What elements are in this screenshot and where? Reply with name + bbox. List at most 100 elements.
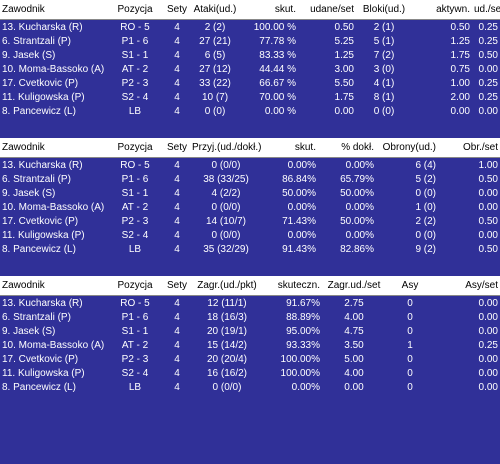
table-cell: 3.50 [344, 339, 364, 351]
table-cell: 1 [407, 339, 413, 351]
table-cell: 1.00 [450, 77, 470, 89]
table-cell: 0.25 [478, 339, 498, 351]
table-header-row: Zawodnik Pozycja Sety Zagr.(ud./pkt) skutecz… [0, 276, 500, 296]
column-header[interactable]: Pozycja [117, 142, 153, 153]
table-gap [0, 118, 500, 138]
column-header[interactable]: skut. [274, 4, 296, 15]
column-header[interactable]: Sety [166, 280, 187, 291]
column-header[interactable]: Sety [166, 4, 187, 15]
table-cell: 0.25 [478, 77, 498, 89]
table-cell: 2.00 [450, 91, 470, 103]
column-header[interactable]: Zagr.(ud./pkt) [197, 280, 257, 291]
table-row[interactable]: 10. Moma-Bassoko (A) AT - 2 4 27 (12) 44.44 … [0, 62, 500, 76]
player-name-cell: 8. Pancewicz (L) [2, 105, 76, 117]
player-name-cell: 10. Moma-Bassoko (A) [2, 63, 105, 75]
table-cell: 8 (1) [373, 91, 395, 103]
table-row[interactable]: 17. Cvetkovic (P) P2 - 3 4 33 (22) 66.67 % 5.… [0, 76, 500, 90]
column-header[interactable]: Obrony(ud.) [382, 142, 436, 153]
column-header[interactable]: Zagr.ud./set [327, 280, 381, 291]
column-header[interactable]: Asy/set [465, 280, 498, 291]
table-cell: 4 [174, 311, 180, 323]
table-cell: 0.00 [478, 105, 498, 117]
table-cell: 5.00 [344, 353, 364, 365]
table-cell: 50.00% [340, 187, 374, 199]
table-row[interactable]: 8. Pancewicz (L) LB 4 0 (0) 0.00 % 0.00 0 (0) 0… [0, 104, 500, 118]
column-header[interactable]: udane/set [310, 4, 354, 15]
table-row[interactable]: 13. Kucharska (R) RO - 5 4 0 (0/0) 0.00% 0.00… [0, 158, 500, 172]
table-row[interactable]: 13. Kucharska (R) RO - 5 4 2 (2) 100.00 % 0.5… [0, 20, 500, 34]
column-header[interactable]: Asy [401, 280, 419, 291]
table-cell: S2 - 4 [121, 367, 149, 379]
table-cell: 0 (0) [204, 105, 226, 117]
table-cell: 95.00% [286, 325, 320, 337]
column-header[interactable]: Zawodnik [2, 142, 45, 153]
column-header[interactable]: aktywn. [436, 4, 470, 15]
table-cell: 4.75 [344, 325, 364, 337]
column-header[interactable]: skut. [294, 142, 316, 153]
table-cell: 0 [407, 311, 413, 323]
table-row[interactable]: 11. Kuligowska (P) S2 - 4 4 10 (7) 70.00 % 1.… [0, 90, 500, 104]
table-row[interactable]: 8. Pancewicz (L) LB 4 0 (0/0) 0.00% 0.00 0 0.00 [0, 380, 500, 394]
table-cell: 3.00 [334, 63, 354, 75]
table-cell: 0.50 [478, 215, 498, 227]
table-cell: 100.00% [280, 353, 320, 365]
table-cell: 0 [407, 325, 413, 337]
column-header[interactable]: Bloki(ud.) [362, 4, 406, 15]
table-cell: 93.33% [286, 339, 320, 351]
stats-table-3: Zawodnik Pozycja Sety Zagr.(ud./pkt) skutecz… [0, 276, 500, 394]
column-header[interactable]: Pozycja [117, 4, 153, 15]
table-cell: 1.25 [450, 35, 470, 47]
player-name-cell: 9. Jasek (S) [2, 325, 56, 337]
table-cell: 4 [174, 201, 180, 213]
table-cell: 83.33 % [259, 49, 296, 61]
table-cell: 6 (5) [204, 49, 226, 61]
column-header[interactable]: Zawodnik [2, 280, 45, 291]
table-cell: 14 (10/7) [205, 215, 247, 227]
table-cell: 0.00% [287, 201, 316, 213]
table-row[interactable]: 11. Kuligowska (P) S2 - 4 4 0 (0/0) 0.00% 0.0… [0, 228, 500, 242]
table-cell: 0.00% [291, 381, 320, 393]
column-header[interactable]: Zawodnik [2, 4, 45, 15]
table-row[interactable]: 9. Jasek (S) S1 - 1 4 4 (2/2) 50.00% 50.00% 0 … [0, 186, 500, 200]
column-header[interactable]: Ataki(ud.) [193, 4, 237, 15]
table-row[interactable]: 6. Strantzali (P) P1 - 6 4 27 (21) 77.78 % 5.… [0, 34, 500, 48]
table-cell: 100.00 % [253, 21, 296, 33]
table-cell: 0.00 [478, 297, 498, 309]
table-row[interactable]: 17. Cvetkovic (P) P2 - 3 4 20 (20/4) 100.00%… [0, 352, 500, 366]
column-header[interactable]: Sety [166, 142, 187, 153]
table-cell: 66.67 % [259, 77, 296, 89]
column-header[interactable]: Pozycja [117, 280, 153, 291]
table-cell: 0 [407, 367, 413, 379]
table-row[interactable]: 17. Cvetkovic (P) P2 - 3 4 14 (10/7) 71.43% 5… [0, 214, 500, 228]
table-cell: P2 - 3 [121, 77, 149, 89]
table-cell: 65.79% [340, 173, 374, 185]
table-row[interactable]: 9. Jasek (S) S1 - 1 4 20 (19/1) 95.00% 4.75 0 0… [0, 324, 500, 338]
column-header[interactable]: Przyj.(ud./dokł.) [192, 142, 262, 153]
table-cell: P2 - 3 [121, 353, 149, 365]
column-header[interactable]: skuteczn. [277, 280, 320, 291]
table-header-row: Zawodnik Pozycja Sety Przyj.(ud./dokł.) skut… [0, 138, 500, 158]
column-header[interactable]: ud./set [474, 4, 500, 15]
player-name-cell: 13. Kucharska (R) [2, 21, 83, 33]
table-row[interactable]: 6. Strantzali (P) P1 - 6 4 18 (16/3) 88.89% 4… [0, 310, 500, 324]
table-cell: 1 (0) [415, 201, 436, 213]
table-cell: 88.89% [286, 311, 320, 323]
table-cell: AT - 2 [121, 63, 149, 75]
table-row[interactable]: 10. Moma-Bassoko (A) AT - 2 4 0 (0/0) 0.00% 0… [0, 200, 500, 214]
table-cell: 20 (19/1) [206, 325, 248, 337]
table-cell: 15 (14/2) [206, 339, 248, 351]
table-cell: 4 [174, 325, 180, 337]
table-row[interactable]: 8. Pancewicz (L) LB 4 35 (32/29) 91.43% 82.86… [0, 242, 500, 256]
table-cell: S1 - 1 [121, 49, 149, 61]
player-name-cell: 17. Cvetkovic (P) [2, 77, 79, 89]
table-row[interactable]: 10. Moma-Bassoko (A) AT - 2 4 15 (14/2) 93.3… [0, 338, 500, 352]
player-name-cell: 11. Kuligowska (P) [2, 367, 85, 379]
column-header[interactable]: % dokł. [341, 142, 374, 153]
table-cell: 4 [174, 353, 180, 365]
table-row[interactable]: 9. Jasek (S) S1 - 1 4 6 (5) 83.33 % 1.25 7 (2)… [0, 48, 500, 62]
table-row[interactable]: 13. Kucharska (R) RO - 5 4 12 (11/1) 91.67% 2… [0, 296, 500, 310]
table-cell: 0.00% [345, 159, 374, 171]
table-row[interactable]: 11. Kuligowska (P) S2 - 4 4 16 (16/2) 100.00… [0, 366, 500, 380]
table-row[interactable]: 6. Strantzali (P) P1 - 6 4 38 (33/25) 86.84%… [0, 172, 500, 186]
column-header[interactable]: Obr./set [462, 142, 498, 153]
